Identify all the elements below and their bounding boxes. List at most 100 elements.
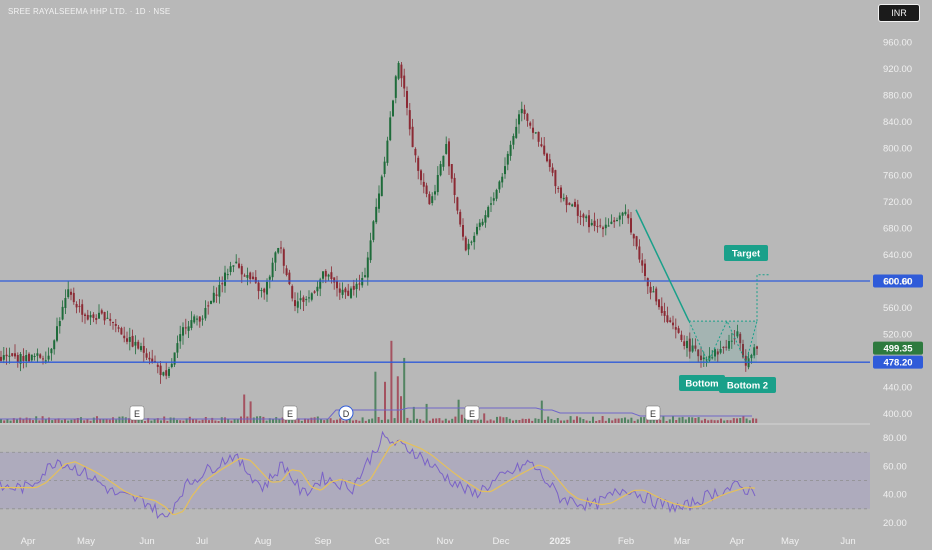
candle-body (621, 212, 624, 216)
trend-line[interactable] (635, 209, 690, 322)
candle-body (700, 355, 702, 360)
earnings-marker[interactable] (464, 405, 480, 421)
earnings-marker[interactable] (282, 405, 298, 421)
volume-bar (220, 417, 223, 423)
volume-bar (118, 416, 121, 423)
volume-bar (361, 417, 364, 423)
candle-body (257, 282, 260, 292)
event-marker-label: E (134, 409, 140, 419)
volume-bar (377, 417, 380, 423)
earnings-marker[interactable] (129, 405, 145, 421)
volume-bar (457, 399, 460, 423)
candle-body (11, 353, 14, 356)
volume-bar (419, 419, 422, 423)
candle-body (646, 278, 649, 287)
candle-body (529, 122, 532, 126)
bottom2-label[interactable]: Bottom 2 (727, 381, 768, 392)
pattern-drawing[interactable]: Target Bottom Bottom 2 (635, 209, 776, 393)
volume-bar (640, 417, 642, 423)
candle-body (347, 290, 350, 296)
candle-body (456, 197, 459, 211)
candle-body (294, 300, 296, 307)
event-marker-label: E (650, 409, 656, 419)
candle-body (739, 333, 742, 344)
volume-bar (73, 418, 76, 423)
volume-bar (553, 420, 556, 423)
candle-body (467, 243, 470, 250)
candle-body (672, 322, 674, 326)
price-tick-label: 880.00 (883, 91, 912, 102)
time-tick-label: Mar (674, 536, 690, 547)
target-projection[interactable] (756, 274, 770, 322)
candle-body (663, 311, 666, 316)
price-axis: 960.00 920.00 880.00 840.00 800.00 760.00 720.… (873, 38, 923, 420)
candle-body (204, 308, 207, 319)
candle-body (506, 153, 509, 165)
currency-selector[interactable]: INR (878, 4, 920, 22)
candle-body (114, 324, 117, 326)
candle-body (355, 283, 358, 290)
volume-bar (403, 357, 406, 423)
candle-body (198, 316, 201, 322)
volume-bar (352, 420, 354, 423)
candle-body (649, 286, 652, 293)
candle-body (445, 144, 448, 154)
volume-bar (92, 417, 95, 423)
bottom-label[interactable]: Bottom (685, 379, 718, 390)
volume-bar (569, 416, 572, 423)
volume-bar (444, 418, 447, 423)
candle-body (562, 197, 565, 200)
dividend-marker[interactable] (338, 405, 354, 421)
candle-body (630, 218, 632, 233)
candle-body (369, 240, 372, 261)
candle-body (263, 288, 266, 293)
candle-body (341, 289, 344, 295)
candle-body (705, 359, 708, 361)
candle-body (316, 286, 319, 292)
candle-body (557, 188, 560, 189)
volume-bar (678, 417, 681, 423)
candle-body (103, 312, 106, 321)
candle-body (310, 293, 313, 300)
candle-body (176, 343, 179, 353)
candle-body (252, 276, 254, 280)
candle-body (313, 291, 316, 293)
candle-body (532, 127, 534, 133)
candle-body (81, 304, 84, 315)
volume-bar (326, 418, 329, 423)
volume-bar (425, 403, 428, 423)
volume-bar (649, 420, 652, 423)
volume-bar (112, 417, 114, 423)
volume-bar (483, 413, 486, 423)
candle-body (112, 322, 114, 323)
time-tick-label: Jul (196, 536, 208, 547)
horizontal-levels[interactable]: 600.60 478.20 (0, 274, 923, 369)
volume-bar (137, 417, 140, 423)
candle-body (274, 252, 277, 263)
candle-body (268, 276, 271, 280)
volume-bar (268, 418, 271, 423)
volume-bar (371, 418, 374, 423)
volume-bar (150, 420, 153, 423)
candle-body (319, 279, 322, 289)
target-label[interactable]: Target (732, 249, 761, 260)
volume-bar (70, 419, 73, 423)
volume-bar (566, 419, 569, 423)
candle-body (582, 214, 585, 218)
volume-bar (681, 416, 684, 423)
candle-body (134, 341, 137, 346)
candle-body (473, 235, 476, 243)
volume-bar (512, 420, 514, 423)
candle-body (86, 314, 89, 320)
volume-bar (44, 418, 47, 423)
volume-bar (291, 420, 294, 423)
candle-body (450, 164, 453, 179)
volume-bar (492, 420, 495, 423)
rsi-pane: 80.00 60.00 40.00 20.00 (0, 430, 907, 529)
candle-body (190, 320, 193, 328)
candle-body (299, 298, 302, 301)
earnings-marker[interactable] (645, 405, 661, 421)
volume-bar (28, 418, 31, 423)
